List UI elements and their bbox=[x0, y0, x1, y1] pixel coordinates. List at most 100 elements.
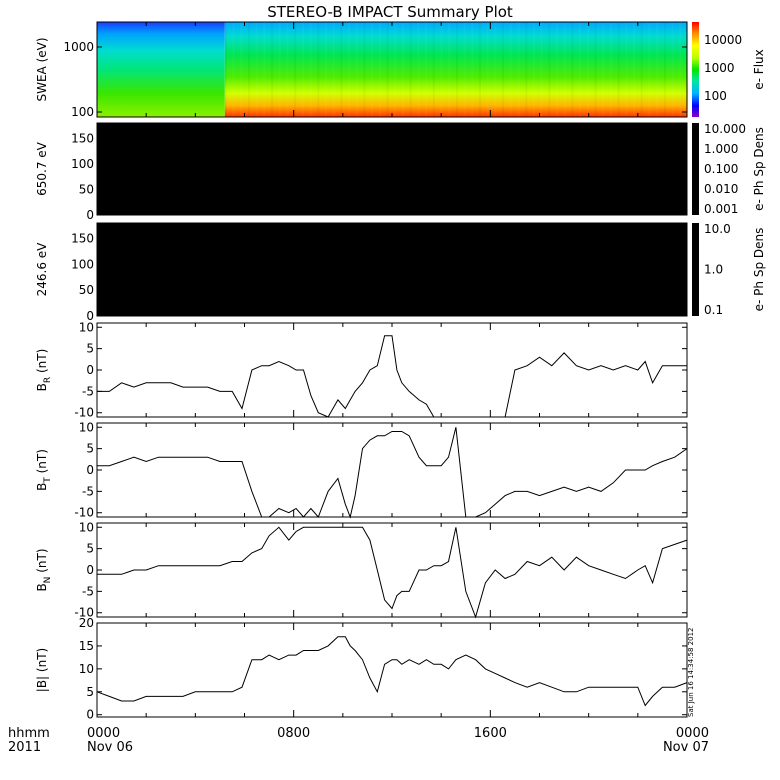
bn-y-axis-label: BN (nT) bbox=[35, 548, 53, 591]
y-tick-label: 150 bbox=[71, 131, 94, 145]
swea-spectrogram-quiet bbox=[97, 22, 225, 117]
spectrogram-stripe bbox=[348, 22, 351, 117]
spectrogram-stripe bbox=[332, 22, 335, 117]
plot-title: STEREO-B IMPACT Summary Plot bbox=[267, 3, 513, 21]
y-tick-label: 10 bbox=[79, 320, 94, 334]
spectrogram-stripe bbox=[548, 22, 551, 117]
colorbar-tick-label: 1.000 bbox=[704, 142, 738, 156]
pad246-y-axis-label: 246.6 eV bbox=[35, 242, 49, 297]
spectrogram-stripe bbox=[509, 22, 512, 117]
spectrogram-stripe bbox=[224, 22, 227, 117]
br-series-line bbox=[97, 335, 687, 418]
spectrogram-stripe bbox=[494, 22, 497, 117]
x-tick-label: 0800 bbox=[277, 726, 310, 741]
spectrogram-stripe bbox=[486, 22, 489, 117]
y-tick-label: 5 bbox=[86, 685, 94, 699]
pad650-pitch-angle-spectrogram bbox=[97, 123, 687, 215]
panel-bt: 10 5 0 -5 -10 BT (nT) bbox=[35, 420, 688, 520]
spectrogram-stripe bbox=[479, 22, 482, 117]
spectrogram-stripe bbox=[363, 22, 366, 117]
bmag-axes-frame bbox=[96, 622, 688, 718]
y-tick-label: 5 bbox=[86, 342, 94, 356]
pad650-y-axis-label: 650.7 eV bbox=[35, 141, 49, 196]
spectrogram-stripe bbox=[394, 22, 397, 117]
y-tick-label: 15 bbox=[79, 639, 94, 653]
bn-series-line bbox=[97, 526, 688, 619]
spectrogram-stripe bbox=[440, 22, 443, 117]
spectrogram-stripe bbox=[425, 22, 428, 117]
bn-axes-frame bbox=[96, 522, 688, 618]
bt-axes-frame bbox=[96, 422, 688, 518]
spectrogram-stripe bbox=[255, 22, 258, 117]
swea-y-axis-label: SWEA (eV) bbox=[35, 37, 49, 101]
y-tick-label: -10 bbox=[74, 606, 94, 620]
spectrogram-stripe bbox=[301, 22, 304, 117]
spectrogram-stripe bbox=[463, 22, 466, 117]
spectrogram-stripe bbox=[525, 22, 528, 117]
spectrogram-stripe bbox=[679, 22, 682, 117]
y-tick-label: -10 bbox=[74, 406, 94, 420]
spectrogram-stripe bbox=[556, 22, 559, 117]
spectrogram-stripe bbox=[586, 22, 589, 117]
bmag-series-line bbox=[96, 636, 688, 707]
x-tick-label: 0000 bbox=[87, 726, 120, 741]
colorbar-tick-label: 1000 bbox=[704, 61, 735, 75]
spectrogram-stripe bbox=[455, 22, 458, 117]
colorbar-tick-label: 0.001 bbox=[704, 202, 738, 216]
panel-pad650: 150 100 50 0 650.7 eV 10.000 1.000 0.100 0.010 0.… bbox=[35, 122, 766, 222]
spectrogram-stripe bbox=[294, 22, 297, 117]
spectrogram-stripe bbox=[571, 22, 574, 117]
y-tick-label: 20 bbox=[79, 616, 94, 630]
y-tick-label: 50 bbox=[79, 283, 94, 297]
panel-bn: 10 5 0 -5 -10 BN (nT) bbox=[35, 520, 688, 620]
spectrogram-stripe bbox=[609, 22, 612, 117]
panel-br: 10 5 0 -5 -10 BR (nT) bbox=[35, 320, 688, 420]
spectrogram-stripe bbox=[417, 22, 420, 117]
spectrogram-stripe bbox=[378, 22, 381, 117]
y-tick-label: 10 bbox=[79, 420, 94, 434]
panel-bmag: 20 15 10 5 0 |B| (nT) bbox=[35, 616, 688, 722]
y-tick-label: 0 bbox=[86, 563, 94, 577]
colorbar-tick-label: 0.010 bbox=[704, 182, 738, 196]
panel-swea: 1000 100 SWEA (eV) 10000 1000 100 e- Flux bbox=[35, 21, 766, 119]
spectrogram-stripe bbox=[263, 22, 266, 117]
bmag-y-axis-label: |B| (nT) bbox=[35, 648, 49, 692]
br-y-axis-label: BR (nT) bbox=[35, 349, 53, 392]
colorbar-tick-label: 10000 bbox=[704, 33, 742, 47]
y-tick-label: -10 bbox=[74, 506, 94, 520]
spectrogram-stripe bbox=[540, 22, 543, 117]
spectrogram-stripe bbox=[371, 22, 374, 117]
colorbar-tick-label: 100 bbox=[704, 89, 727, 103]
bt-series-line bbox=[97, 427, 688, 519]
spectrogram-stripe bbox=[324, 22, 327, 117]
x-tick-date-label: Nov 06 bbox=[87, 740, 133, 755]
pad246-pitch-angle-spectrogram bbox=[97, 223, 687, 316]
y-tick-label: 0 bbox=[86, 309, 94, 323]
spectrogram-stripe bbox=[656, 22, 659, 117]
spectrogram-stripe bbox=[471, 22, 474, 117]
spectrogram-stripe bbox=[594, 22, 597, 117]
spectrogram-stripe bbox=[648, 22, 651, 117]
x-tick-date-label: Nov 07 bbox=[663, 740, 709, 755]
y-tick-label: 1000 bbox=[63, 40, 94, 54]
spectrogram-stripe bbox=[602, 22, 605, 117]
y-tick-label: 100 bbox=[71, 257, 94, 271]
y-tick-label: 150 bbox=[71, 232, 94, 246]
spectrogram-stripe bbox=[579, 22, 582, 117]
spectrogram-stripe bbox=[502, 22, 505, 117]
colorbar-label: e- Flux bbox=[752, 49, 766, 89]
y-tick-label: 0 bbox=[86, 363, 94, 377]
spectrogram-stripe bbox=[448, 22, 451, 117]
panel-pad246: 150 100 50 0 246.6 eV 10.0 1.0 0.1 e- Ph Sp Dens bbox=[35, 222, 766, 323]
colorbar-label: e- Ph Sp Dens bbox=[752, 127, 766, 211]
pad246-colorbar bbox=[692, 223, 699, 316]
spectrogram-stripe bbox=[663, 22, 666, 117]
x-tick-label: 0000 bbox=[676, 726, 709, 741]
x-tick-label: 1600 bbox=[474, 726, 507, 741]
spectrogram-stripe bbox=[640, 22, 643, 117]
y-tick-label: 50 bbox=[79, 182, 94, 196]
spectrogram-stripe bbox=[247, 22, 250, 117]
